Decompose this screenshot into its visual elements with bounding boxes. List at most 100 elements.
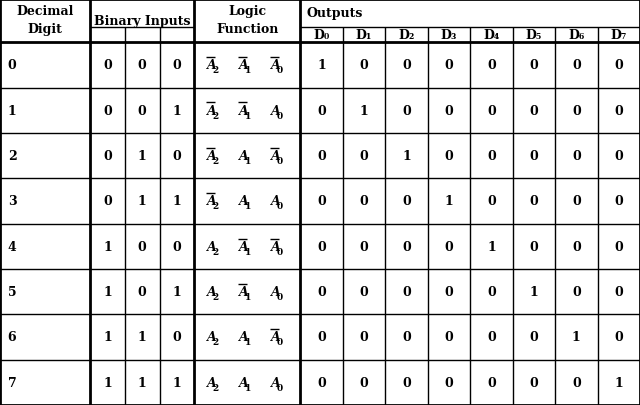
Text: 2: 2 [212, 202, 219, 211]
Text: 2: 2 [212, 156, 219, 166]
Text: 1: 1 [317, 59, 326, 72]
Text: D₄: D₄ [483, 29, 500, 42]
Text: 0: 0 [276, 111, 282, 120]
Text: 0: 0 [138, 286, 147, 298]
Text: A: A [271, 104, 280, 117]
Text: A: A [271, 376, 280, 389]
Text: A: A [271, 330, 280, 343]
Text: D₆: D₆ [568, 29, 584, 42]
Text: 0: 0 [173, 240, 181, 253]
Text: 0: 0 [402, 330, 411, 343]
Text: 1: 1 [244, 247, 251, 256]
Text: D₃: D₃ [441, 29, 457, 42]
Text: A: A [239, 150, 248, 163]
Text: 0: 0 [276, 156, 282, 166]
Text: D₁: D₁ [356, 29, 372, 42]
Text: A: A [239, 240, 248, 253]
Text: A: A [207, 286, 217, 298]
Text: 0: 0 [103, 59, 112, 72]
Text: 1: 1 [614, 376, 623, 389]
Text: 1: 1 [138, 150, 147, 163]
Text: Decimal: Decimal [17, 5, 74, 18]
Text: 0: 0 [487, 286, 496, 298]
Text: A: A [271, 286, 280, 298]
Text: 0: 0 [572, 59, 580, 72]
Text: Logic: Logic [228, 5, 266, 18]
Text: 0: 0 [276, 202, 282, 211]
Text: A: A [207, 376, 217, 389]
Text: 0: 0 [529, 59, 538, 72]
Text: 0: 0 [360, 195, 369, 208]
Text: 0: 0 [445, 150, 453, 163]
Text: 0: 0 [138, 104, 147, 117]
Text: 0: 0 [317, 195, 326, 208]
Text: 0: 0 [614, 150, 623, 163]
Text: 0: 0 [402, 59, 411, 72]
Text: 5: 5 [8, 286, 16, 298]
Text: 0: 0 [276, 292, 282, 301]
Text: A: A [271, 240, 280, 253]
Text: 1: 1 [244, 156, 251, 166]
Text: 2: 2 [212, 66, 219, 75]
Text: 0: 0 [402, 376, 411, 389]
Text: 0: 0 [317, 376, 326, 389]
Text: 1: 1 [244, 292, 251, 301]
Text: 0: 0 [487, 330, 496, 343]
Text: A: A [207, 330, 217, 343]
Text: 0: 0 [402, 240, 411, 253]
Text: D₀: D₀ [314, 29, 330, 42]
Text: 4: 4 [8, 240, 17, 253]
Text: 1: 1 [402, 150, 411, 163]
Text: 1: 1 [360, 104, 369, 117]
Text: 2: 2 [8, 150, 17, 163]
Text: 1: 1 [8, 104, 17, 117]
Text: 0: 0 [572, 150, 580, 163]
Text: A: A [239, 330, 248, 343]
Text: 0: 0 [572, 376, 580, 389]
Text: A: A [207, 104, 217, 117]
Text: A: A [271, 59, 280, 72]
Text: 0: 0 [572, 195, 580, 208]
Text: 1: 1 [244, 66, 251, 75]
Text: 0: 0 [317, 240, 326, 253]
Text: 0: 0 [276, 66, 282, 75]
Text: 1: 1 [173, 104, 181, 117]
Text: 0: 0 [103, 104, 112, 117]
Text: 6: 6 [8, 330, 16, 343]
Text: A: A [207, 59, 217, 72]
Text: 0: 0 [487, 59, 496, 72]
Text: 0: 0 [360, 150, 369, 163]
Text: 1: 1 [103, 286, 112, 298]
Text: 1: 1 [244, 383, 251, 392]
Text: A: A [239, 195, 248, 208]
Text: 0: 0 [445, 376, 453, 389]
Text: 0: 0 [360, 330, 369, 343]
Text: 0: 0 [614, 330, 623, 343]
Text: Digit: Digit [28, 23, 63, 36]
Text: 0: 0 [317, 330, 326, 343]
Text: 1: 1 [445, 195, 453, 208]
Text: 0: 0 [445, 330, 453, 343]
Text: 0: 0 [529, 376, 538, 389]
Text: 0: 0 [487, 150, 496, 163]
Text: A: A [207, 150, 217, 163]
Text: 1: 1 [244, 111, 251, 120]
Text: 0: 0 [529, 104, 538, 117]
Text: A: A [239, 376, 248, 389]
Text: 0: 0 [276, 383, 282, 392]
Text: 0: 0 [173, 150, 181, 163]
Text: 0: 0 [572, 240, 580, 253]
Text: A: A [239, 286, 248, 298]
Text: 0: 0 [317, 104, 326, 117]
Text: 0: 0 [529, 195, 538, 208]
Text: 0: 0 [445, 240, 453, 253]
Text: 0: 0 [445, 59, 453, 72]
Text: 2: 2 [212, 247, 219, 256]
Text: 0: 0 [614, 240, 623, 253]
Text: 0: 0 [529, 150, 538, 163]
Text: A: A [239, 104, 248, 117]
Text: 0: 0 [138, 240, 147, 253]
Text: 0: 0 [445, 104, 453, 117]
Text: 0: 0 [487, 376, 496, 389]
Text: 0: 0 [360, 376, 369, 389]
